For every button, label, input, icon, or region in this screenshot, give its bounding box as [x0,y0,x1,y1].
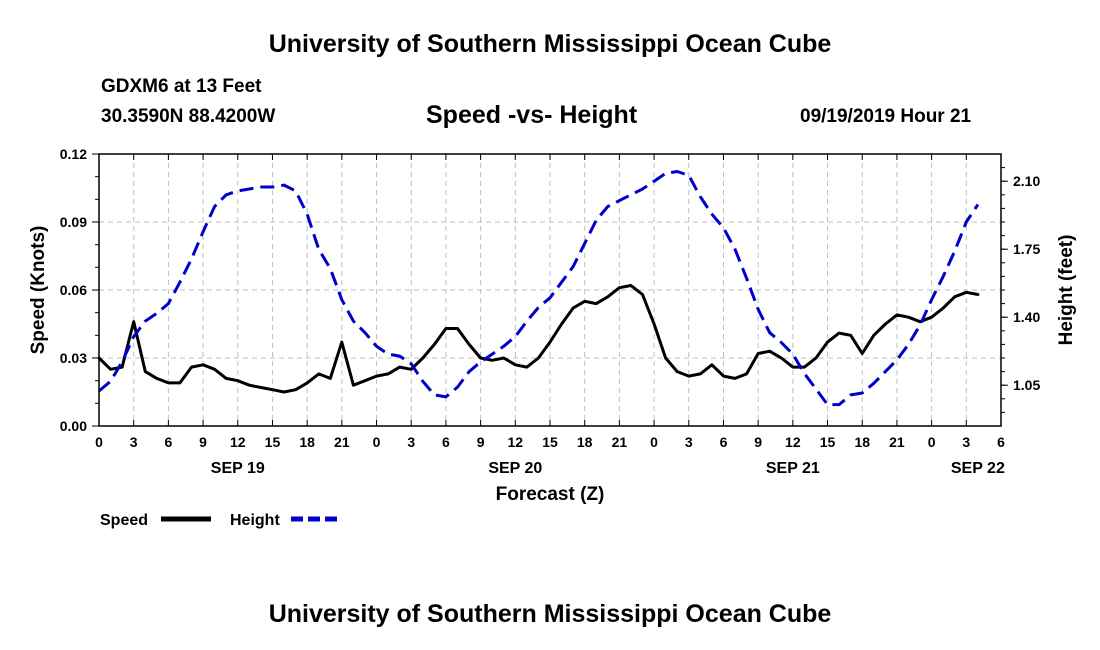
date-label: SEP 19 [211,460,265,477]
y-left-tick-label: 0.06 [60,282,87,298]
date-label: SEP 21 [766,460,820,477]
x-tick-label: 3 [962,434,970,450]
grid [99,154,1001,426]
date-label: SEP 20 [488,460,542,477]
x-tick-label: 12 [508,434,524,450]
speed-height-chart: 0 3 6 9 12 15 18 21 0 3 6 9 12 15 18 21 0 3 6 9 12 15 18 21 0 3 6 S… [0,0,1100,650]
speed-series-line [99,286,978,393]
y-axis-right-label: Height (feet) [1056,235,1077,346]
x-tick-label: 0 [650,434,658,450]
y-axis-left-label: Speed (Knots) [28,226,49,355]
x-tick-label: 0 [928,434,936,450]
x-tick-label: 0 [95,434,103,450]
x-tick-label: 6 [442,434,450,450]
bottom-title: University of Southern Mississippi Ocean… [0,600,1100,629]
x-tick-label: 6 [997,434,1005,450]
x-tick-label: 21 [334,434,350,450]
height-series-line [99,172,978,405]
x-tick-label: 9 [754,434,762,450]
x-tick-label: 12 [785,434,801,450]
y-right-tick-label: 1.40 [1013,309,1040,325]
x-tick-label: 18 [577,434,593,450]
x-tick-label: 15 [542,434,558,450]
x-tick-label: 12 [230,434,246,450]
x-tick-label: 15 [820,434,836,450]
y-left-tick-label: 0.00 [60,418,87,434]
y-right-tick-label: 2.10 [1013,173,1040,189]
x-tick-label: 3 [407,434,415,450]
legend: Speed Height [100,512,341,529]
x-tick-label: 18 [299,434,315,450]
date-label: SEP 22 [951,460,1005,477]
y-left-tick-label: 0.03 [60,350,87,366]
x-tick-label: 9 [199,434,207,450]
x-tick-label: 9 [477,434,485,450]
x-tick-label: 15 [265,434,281,450]
y-right-tick-label: 1.05 [1013,377,1040,393]
x-tick-label: 6 [720,434,728,450]
y-right-tick-label: 1.75 [1013,241,1040,257]
legend-height-label: Height [230,512,280,529]
x-tick-label: 3 [685,434,693,450]
legend-speed-label: Speed [100,512,148,529]
x-tick-label: 21 [889,434,905,450]
x-tick-label: 0 [373,434,381,450]
x-axis-label: Forecast (Z) [496,484,605,505]
y-left-tick-label: 0.09 [60,214,87,230]
x-tick-label: 6 [164,434,172,450]
series [99,172,978,405]
x-tick-label: 18 [854,434,870,450]
x-tick-label: 21 [612,434,628,450]
y-left-tick-label: 0.12 [60,146,87,162]
x-tick-label: 3 [130,434,138,450]
